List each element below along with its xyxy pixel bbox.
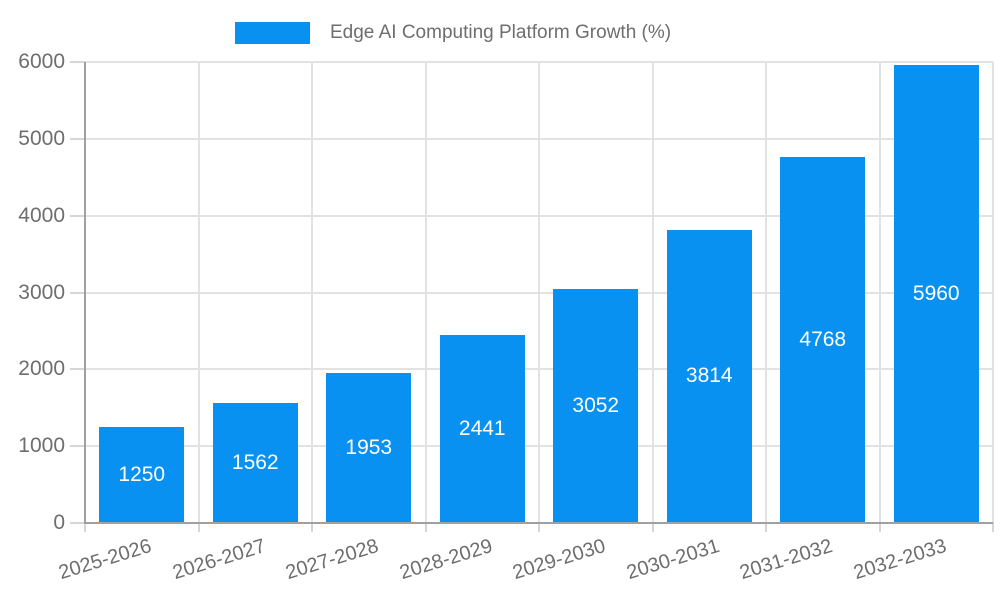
y-axis-tick — [70, 368, 85, 371]
y-axis-tick-label: 3000 — [18, 280, 65, 304]
x-axis-category-label: 2029-2030 — [510, 535, 609, 585]
y-axis-tick — [70, 291, 85, 294]
bar-value-label: 1562 — [231, 450, 279, 474]
x-axis-tick — [651, 523, 654, 532]
bar-value-label: 1953 — [345, 435, 393, 459]
bar: 3052 — [553, 288, 639, 523]
gridline-vertical — [538, 62, 540, 523]
x-axis-line — [84, 522, 993, 524]
y-axis-tick — [70, 522, 85, 524]
bar: 1953 — [326, 372, 412, 523]
y-axis-tick-label: 1000 — [18, 434, 65, 458]
x-axis-tick — [765, 523, 767, 532]
x-axis-category-label: 2031-2032 — [737, 535, 836, 585]
x-axis-category-label: 2027-2028 — [283, 535, 382, 585]
y-axis-tick-label: 5000 — [18, 126, 65, 150]
x-axis-tick — [992, 523, 994, 532]
x-axis-tick — [84, 523, 86, 532]
legend-label: Edge AI Computing Platform Growth (%) — [330, 22, 672, 43]
legend-swatch — [235, 22, 310, 44]
gridline-vertical — [992, 62, 994, 523]
x-axis-category-label: 2032-2033 — [850, 535, 949, 585]
bar: 3814 — [666, 229, 752, 523]
bar: 2441 — [439, 335, 525, 523]
y-axis-tick-label: 2000 — [18, 357, 65, 381]
legend[interactable]: Edge AI Computing Platform Growth (%) — [235, 22, 671, 44]
bar-value-label: 2441 — [458, 417, 506, 441]
y-axis-tick — [70, 137, 85, 140]
y-axis-tick-label: 0 — [53, 511, 65, 534]
bar-value-label: 5960 — [912, 282, 960, 306]
bar-value-label: 3052 — [572, 393, 620, 417]
gridline-vertical — [878, 62, 881, 523]
y-axis-line — [84, 62, 86, 524]
x-axis-tick — [878, 523, 881, 532]
bar-value-label: 4768 — [799, 327, 847, 351]
bar: 4768 — [780, 156, 866, 523]
y-axis-tick-label: 4000 — [18, 203, 65, 227]
x-axis-category-label: 2025-2026 — [56, 535, 155, 585]
y-axis-tick — [70, 214, 85, 217]
y-axis-tick — [70, 445, 85, 448]
gridline-vertical — [424, 62, 427, 523]
x-axis-category-label: 2026-2027 — [169, 535, 268, 585]
y-axis-tick — [70, 61, 85, 63]
bar-value-label: 3814 — [685, 364, 733, 388]
bar: 1562 — [212, 402, 298, 523]
x-axis-tick — [311, 523, 313, 532]
bar-value-label: 1250 — [118, 462, 166, 486]
gridline-vertical — [651, 62, 654, 523]
x-axis-category-label: 2028-2029 — [396, 535, 495, 585]
x-axis-tick — [424, 523, 427, 532]
bar: 1250 — [99, 426, 185, 523]
bar: 5960 — [893, 65, 979, 523]
gridline-vertical — [311, 62, 313, 523]
gridline-vertical — [197, 62, 200, 523]
y-axis-tick-label: 6000 — [18, 50, 65, 73]
x-axis-tick — [197, 523, 200, 532]
gridline-vertical — [765, 62, 767, 523]
x-axis-tick — [538, 523, 540, 532]
x-axis-category-label: 2030-2031 — [623, 535, 722, 585]
